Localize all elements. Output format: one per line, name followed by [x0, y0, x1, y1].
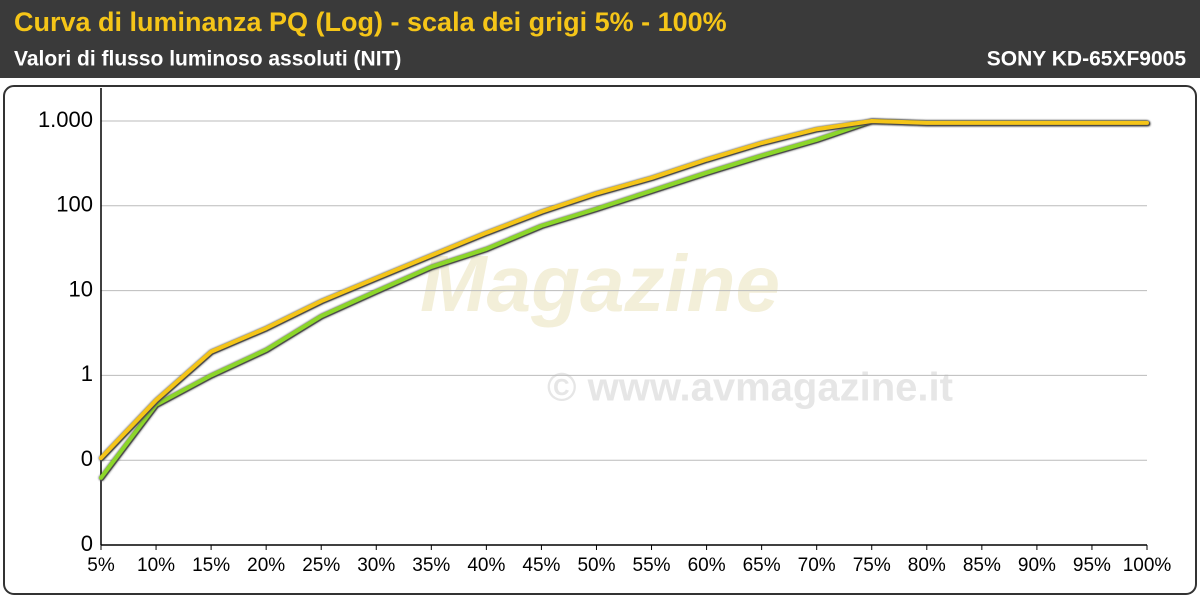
watermark: Magazine [420, 239, 780, 328]
x-tick-label: 85% [963, 555, 1001, 576]
y-tick-label: 0 [81, 531, 93, 556]
x-tick-label: 40% [467, 555, 505, 576]
series-line [99, 119, 1149, 461]
x-tick-label: 20% [247, 555, 285, 576]
x-tick-label: 15% [192, 555, 230, 576]
x-tick-label: 10% [137, 555, 175, 576]
y-tick-label: 10 [69, 276, 93, 301]
x-tick-label: 80% [908, 555, 946, 576]
x-tick-label: 50% [577, 555, 615, 576]
x-tick-label: 55% [633, 555, 671, 576]
x-tick-label: 90% [1018, 555, 1056, 576]
y-tick-label: 1.000 [38, 107, 93, 132]
device-label: SONY KD-65XF9005 [987, 48, 1187, 71]
y-tick-label: 0 [81, 446, 93, 471]
x-tick-label: 60% [688, 555, 726, 576]
x-tick-label: 45% [522, 555, 560, 576]
x-tick-label: 65% [743, 555, 781, 576]
frame [3, 85, 1197, 595]
x-tick-label: 25% [302, 555, 340, 576]
x-tick-label: 95% [1073, 555, 1111, 576]
x-tick-label: 100% [1123, 555, 1172, 576]
x-tick-label: 35% [412, 555, 450, 576]
x-tick-label: 75% [853, 555, 891, 576]
x-tick-label: 30% [357, 555, 395, 576]
subtitle: Valori di flusso luminoso assoluti (NIT) [14, 48, 401, 71]
y-tick-label: 1 [81, 361, 93, 386]
chart-title: Curva di luminanza PQ (Log) - scala dei … [14, 7, 727, 37]
watermark: © www.avmagazine.it [547, 366, 953, 410]
x-tick-label: 70% [798, 555, 836, 576]
y-tick-label: 100 [56, 192, 93, 217]
x-tick-label: 5% [87, 555, 115, 576]
header [0, 0, 1200, 78]
